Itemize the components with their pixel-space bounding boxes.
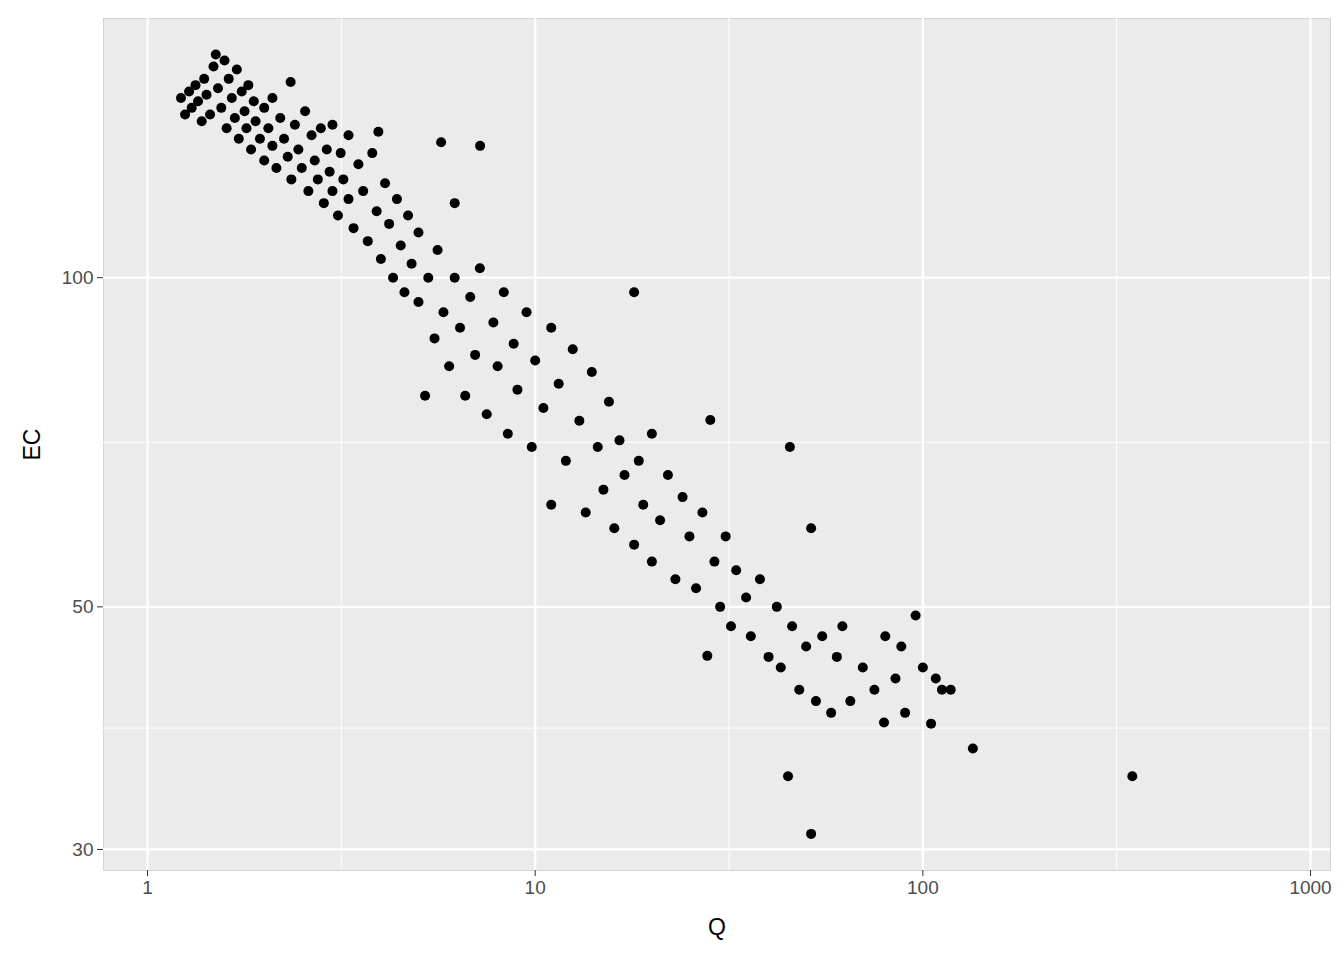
svg-text:1: 1 bbox=[142, 877, 153, 898]
svg-text:10: 10 bbox=[525, 877, 546, 898]
svg-text:1000: 1000 bbox=[1289, 877, 1331, 898]
svg-text:100: 100 bbox=[62, 267, 94, 288]
svg-text:30: 30 bbox=[72, 839, 93, 860]
svg-text:Q: Q bbox=[708, 914, 726, 940]
svg-text:100: 100 bbox=[907, 877, 939, 898]
svg-text:EC: EC bbox=[19, 429, 45, 461]
svg-text:50: 50 bbox=[72, 596, 93, 617]
